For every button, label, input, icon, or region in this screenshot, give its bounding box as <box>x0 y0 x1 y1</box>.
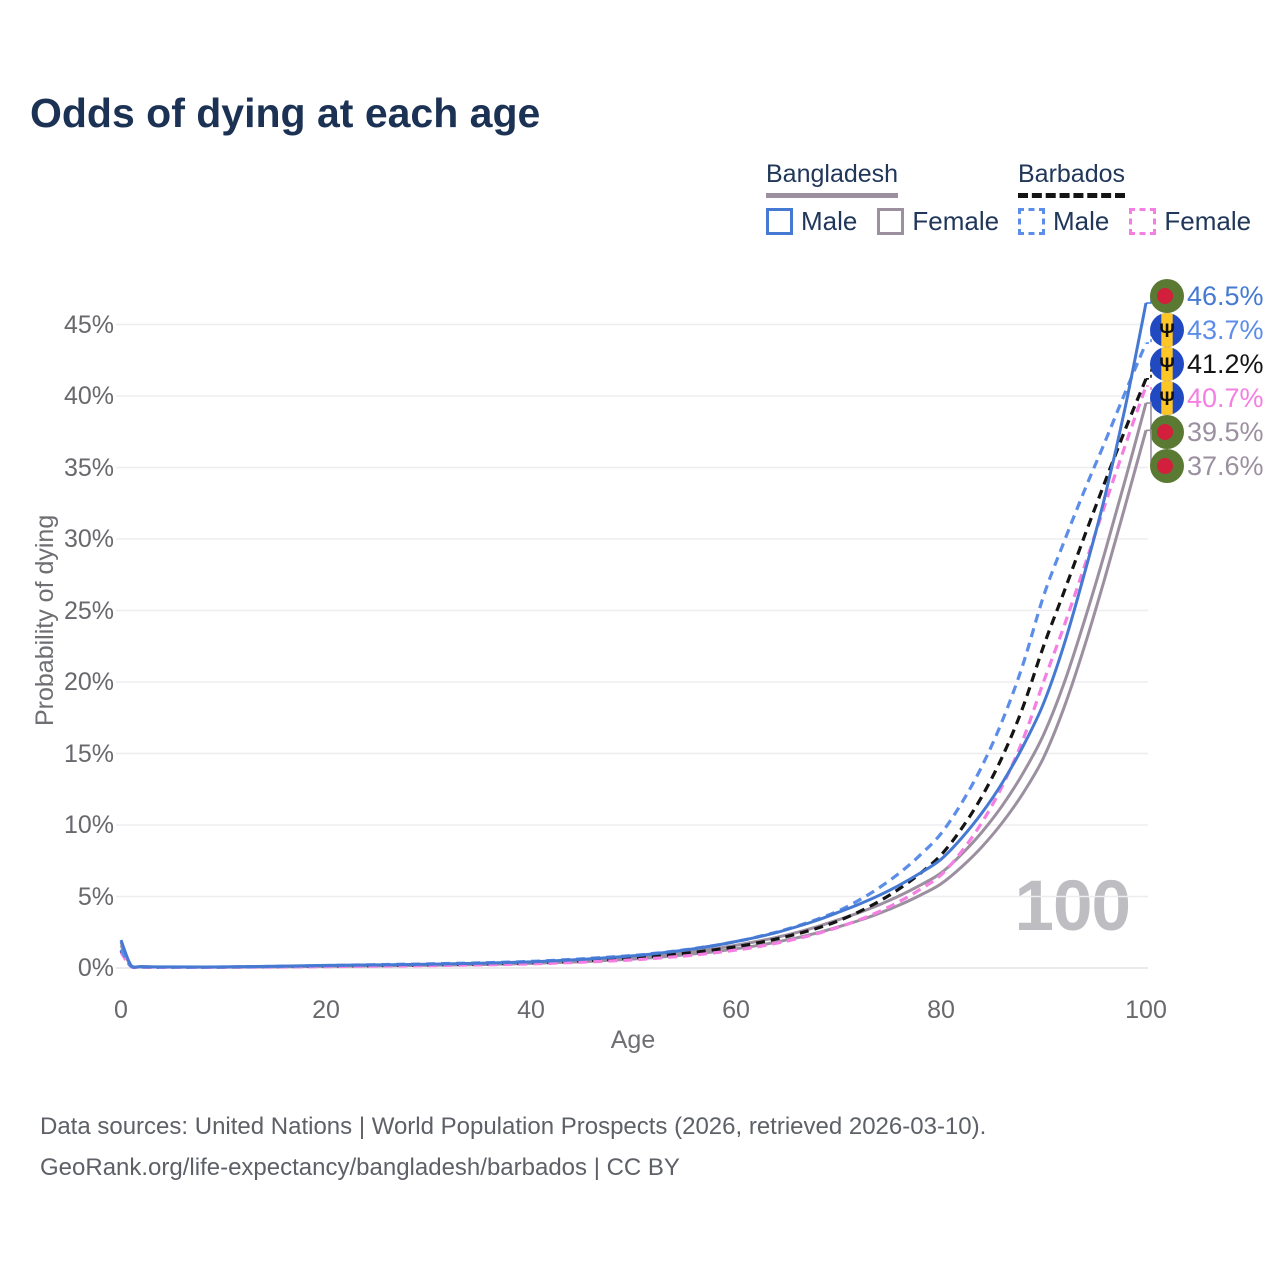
y-tick-label: 35% <box>63 453 114 482</box>
legend-item-label: Female <box>912 206 1000 236</box>
end-label-barbados: 41.2% <box>1187 349 1264 379</box>
svg-text:Ψ: Ψ <box>1159 355 1174 376</box>
page-title: Odds of dying at each age <box>30 90 541 136</box>
y-tick-label: 25% <box>63 596 114 625</box>
flag-bangladesh-icon <box>1150 449 1184 483</box>
legend-item-label: Male <box>1053 206 1110 236</box>
flag-barbados-icon: Ψ <box>1150 381 1184 415</box>
legend-row-barbados: Male Female <box>1018 206 1251 237</box>
end-label-bangladesh-female: 37.6% <box>1187 451 1264 481</box>
x-axis-title: Age <box>610 1026 656 1054</box>
flag-barbados-icon: Ψ <box>1150 313 1184 347</box>
legend-item-label: Female <box>1164 206 1252 236</box>
x-tick-label: 20 <box>312 996 340 1024</box>
flag-bangladesh-icon <box>1150 279 1184 313</box>
legend-group-bangladesh: Bangladesh Male Female <box>766 160 999 237</box>
age-watermark: 100 <box>1014 867 1131 946</box>
x-tick-label: 80 <box>927 996 955 1024</box>
legend-country-barbados[interactable]: Barbados <box>1018 160 1126 198</box>
legend-item-barbados-female[interactable]: Female <box>1129 206 1251 237</box>
legend-item-label: Male <box>801 206 858 236</box>
series-line-barbados-female[interactable] <box>119 385 1148 970</box>
flag-barbados-icon: Ψ <box>1150 347 1184 381</box>
series-line-bangladesh-female[interactable] <box>119 429 1148 969</box>
end-label-bangladesh-male: 46.5% <box>1187 281 1264 311</box>
x-tick-label: 0 <box>114 996 128 1024</box>
y-tick-label: 40% <box>63 382 114 410</box>
x-tick-label: 100 <box>1125 996 1167 1024</box>
legend-group-barbados: Barbados Male Female <box>1018 160 1251 237</box>
legend-swatch-barbados-female-icon <box>1129 208 1157 235</box>
y-tick-label: 20% <box>63 668 114 696</box>
y-tick-label: 10% <box>63 811 114 839</box>
x-tick-label: 40 <box>517 996 545 1024</box>
end-label-barbados-female: 40.7% <box>1187 383 1264 413</box>
y-tick-label: 0% <box>77 954 114 982</box>
series-line-barbados[interactable] <box>119 378 1148 970</box>
legend-swatch-bangladesh-female-icon <box>877 208 905 235</box>
end-label-connector <box>1146 363 1157 380</box>
series-line-barbados-male[interactable] <box>119 342 1148 970</box>
x-tick-label: 60 <box>722 996 750 1024</box>
legend-country-bangladesh[interactable]: Bangladesh <box>766 160 899 198</box>
end-label-bangladesh: 39.5% <box>1187 417 1264 447</box>
legend-item-bangladesh-male[interactable]: Male <box>766 206 857 237</box>
end-label-barbados-male: 43.7% <box>1187 315 1264 345</box>
footer-data-sources: Data sources: United Nations | World Pop… <box>40 1113 987 1140</box>
svg-text:Ψ: Ψ <box>1159 389 1174 410</box>
legend-swatch-barbados-male-icon <box>1018 208 1045 235</box>
legend-item-barbados-male[interactable]: Male <box>1018 206 1109 237</box>
end-label-connector <box>1146 329 1157 344</box>
footer: Data sources: United Nations | World Pop… <box>40 1106 986 1188</box>
legend-swatch-bangladesh-male-icon <box>766 208 793 235</box>
y-tick-label: 5% <box>77 882 114 911</box>
y-tick-label: 45% <box>63 310 114 339</box>
series-line-bangladesh[interactable] <box>119 402 1148 969</box>
flag-bangladesh-icon <box>1150 415 1184 449</box>
legend-row-bangladesh: Male Female <box>766 206 999 237</box>
legend-item-bangladesh-female[interactable]: Female <box>877 206 999 237</box>
series-line-bangladesh-male[interactable] <box>119 302 1148 969</box>
y-tick-label: 30% <box>63 525 114 553</box>
footer-attribution: GeoRank.org/life-expectancy/bangladesh/b… <box>40 1154 680 1181</box>
svg-text:Ψ: Ψ <box>1159 321 1174 342</box>
y-tick-label: 15% <box>63 739 114 768</box>
